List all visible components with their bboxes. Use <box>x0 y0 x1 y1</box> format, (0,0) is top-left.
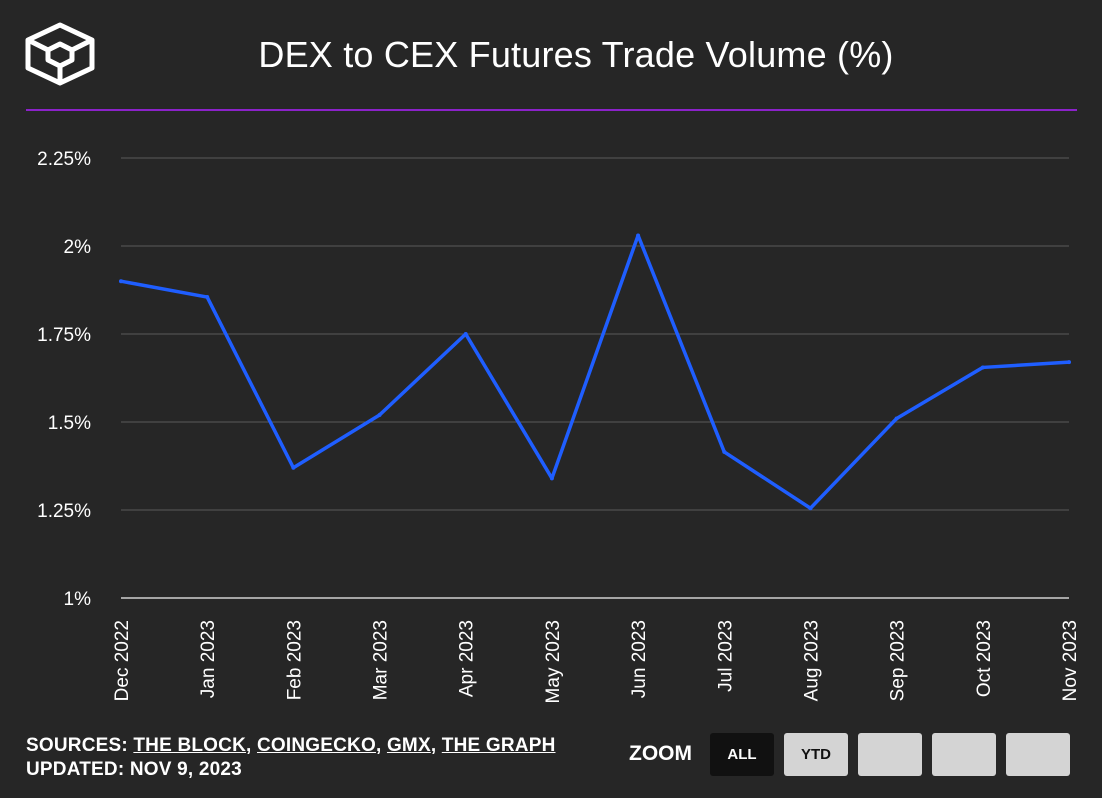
y-tick-label: 1.75% <box>37 325 91 346</box>
footer-sources: SOURCES: THE BLOCK, COINGECKO, GMX, THE … <box>26 734 556 782</box>
chart-title: DEX to CEX Futures Trade Volume (%) <box>258 34 894 75</box>
zoom-button-3[interactable] <box>858 733 922 776</box>
x-tick-label: Jun 2023 <box>629 620 650 698</box>
x-tick-label: Sep 2023 <box>888 620 909 701</box>
data-point <box>549 476 554 481</box>
zoom-label: ZOOM <box>629 742 692 765</box>
x-tick-label: Aug 2023 <box>801 620 822 701</box>
data-point <box>377 412 382 417</box>
data-point <box>119 279 123 284</box>
data-point <box>636 233 641 238</box>
data-point <box>1067 360 1071 365</box>
x-tick-label: Apr 2023 <box>457 620 478 697</box>
y-tick-label: 1.25% <box>37 501 91 522</box>
x-tick-label: Dec 2022 <box>112 620 133 701</box>
y-tick-label: 1% <box>64 589 92 610</box>
source-link-the-graph[interactable]: THE GRAPH <box>441 735 556 756</box>
x-tick-label: Mar 2023 <box>371 620 392 700</box>
x-tick-label: Jul 2023 <box>715 620 736 692</box>
x-tick-label: Jan 2023 <box>198 620 219 698</box>
updated-label: UPDATED: <box>26 759 125 780</box>
data-point <box>291 465 296 470</box>
data-point <box>463 332 468 336</box>
x-tick-label: May 2023 <box>543 620 564 703</box>
source-link-coingecko[interactable]: COINGECKO <box>256 735 376 756</box>
data-point <box>205 295 210 300</box>
sources-line: SOURCES: THE BLOCK, COINGECKO, GMX, THE … <box>26 735 556 756</box>
data-point <box>808 506 813 511</box>
cube-logo-icon <box>25 22 95 86</box>
series-line <box>119 233 1071 510</box>
x-tick-label: Oct 2023 <box>974 620 995 697</box>
sources-label: SOURCES: <box>26 735 128 756</box>
zoom-all-button[interactable]: ALL <box>710 733 774 776</box>
zoom-button-4[interactable] <box>932 733 996 776</box>
updated-value: NOV 9, 2023 <box>129 759 242 780</box>
source-link-gmx[interactable]: GMX <box>386 735 431 756</box>
data-point <box>722 449 727 454</box>
data-point <box>980 365 985 370</box>
data-point <box>894 416 899 421</box>
x-tick-label: Nov 2023 <box>1060 620 1081 701</box>
zoom-ytd-button[interactable]: YTD <box>784 733 848 776</box>
title-divider <box>26 109 1077 111</box>
updated-line: UPDATED: NOV 9, 2023 <box>26 758 556 782</box>
source-link-the-block[interactable]: THE BLOCK <box>133 735 247 756</box>
y-tick-label: 2% <box>64 237 92 258</box>
y-tick-label: 1.5% <box>48 413 91 434</box>
y-tick-label: 2.25% <box>37 149 91 170</box>
x-tick-label: Feb 2023 <box>284 620 305 700</box>
zoom-button-5[interactable] <box>1006 733 1070 776</box>
